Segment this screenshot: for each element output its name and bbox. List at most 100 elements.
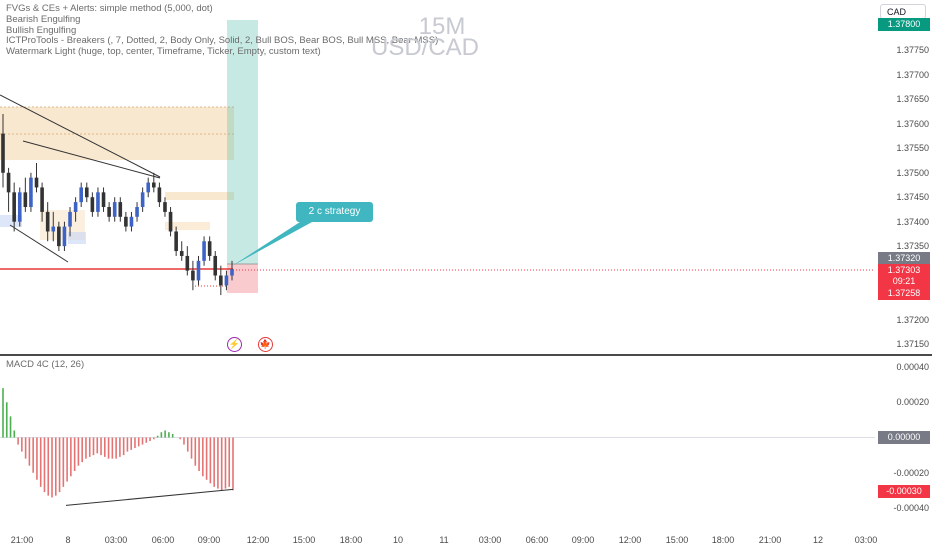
candle-body: [12, 192, 16, 222]
candle-body: [140, 192, 145, 208]
candle: [23, 177, 28, 212]
candle: [1, 114, 5, 188]
price-tick: 1.37600: [896, 118, 929, 129]
price-tick: 1.37200: [896, 314, 929, 325]
candle-body: [230, 269, 234, 276]
macd-canvas[interactable]: [0, 356, 875, 526]
candle-body: [1, 133, 5, 173]
candle-body: [73, 202, 78, 212]
candle: [45, 202, 50, 242]
time-axis[interactable]: 21:00 8 03:00 06:00 09:00 12:00 15:00 18:00 10 11…: [0, 526, 878, 550]
target-zone: [227, 20, 258, 264]
candle: [101, 187, 106, 212]
watermark-symbol: USD/CAD: [370, 34, 480, 61]
fvg-zone: [0, 107, 234, 160]
strategy-callout[interactable]: 2 c strategy: [296, 202, 373, 222]
candle: [191, 260, 195, 291]
candle: [207, 236, 212, 261]
candle: [230, 260, 234, 281]
candle: [185, 246, 190, 276]
candle-body: [29, 177, 33, 208]
macd-title[interactable]: MACD 4C (12, 26): [6, 359, 85, 370]
candle-body: [163, 202, 167, 212]
pane-divider[interactable]: [0, 354, 932, 356]
macd-zero-badge: 0.00000: [878, 431, 930, 444]
trendline: [0, 94, 161, 178]
time-tick: 12:00: [618, 535, 642, 545]
candle: [202, 236, 206, 266]
candle-body: [23, 192, 28, 208]
macd-tick: -0.00040: [893, 503, 929, 513]
macd-tick: 0.00040: [896, 362, 929, 372]
candle-body: [101, 192, 106, 208]
candle: [179, 241, 184, 261]
currency-button[interactable]: CAD: [880, 4, 926, 19]
candle-body: [202, 241, 206, 261]
bullish-zone: [68, 232, 86, 244]
candle: [135, 202, 139, 222]
fvg-zone: [165, 192, 234, 200]
candle-body: [62, 226, 67, 247]
candle: [213, 251, 218, 281]
legend-bearish-engulfing[interactable]: Bearish Engulfing: [6, 13, 81, 25]
macd-tick: 0.00020: [896, 397, 929, 408]
candle-body: [96, 192, 100, 212]
candle-body: [129, 216, 134, 227]
macd-tick: -0.00020: [893, 467, 929, 478]
candle: [12, 182, 16, 232]
candle-body: [34, 177, 39, 188]
fvg-zone: [165, 222, 210, 230]
lightning-icon[interactable]: ⚡: [227, 337, 242, 352]
time-tick: 10: [392, 535, 404, 545]
candle-body: [40, 187, 44, 212]
candle-body: [6, 172, 11, 193]
price-tick: 1.37400: [896, 216, 929, 227]
price-chart-pane[interactable]: [0, 0, 875, 355]
candle-body: [196, 260, 201, 281]
candle-body: [179, 251, 184, 256]
time-tick: 09:00: [571, 535, 595, 545]
candle-body: [174, 231, 178, 252]
time-tick: 09:00: [197, 535, 221, 545]
indicator-legend: FVGs & CEs + Alerts: simple method (5,00…: [6, 3, 439, 58]
candle-body: [135, 207, 139, 217]
candle: [196, 255, 201, 286]
price-tick: 1.37550: [896, 143, 929, 154]
macd-scale[interactable]: 0.00040 0.00020 -0.00020 -0.00040: [875, 356, 932, 526]
candle: [84, 182, 89, 203]
legend-fvg[interactable]: FVGs & CEs + Alerts: simple method (5,00…: [6, 3, 213, 14]
candle: [163, 197, 167, 217]
candle: [157, 182, 162, 208]
time-tick: 03:00: [478, 535, 502, 545]
time-tick: 03:00: [854, 535, 878, 545]
legend-watermark[interactable]: Watermark Light (huge, top, center, Time…: [6, 46, 321, 58]
candle: [68, 207, 72, 237]
candle-body: [152, 182, 156, 188]
candle: [40, 182, 44, 222]
time-tick: 12:00: [246, 535, 270, 545]
time-tick: 8: [65, 535, 71, 545]
candle-body: [90, 197, 95, 212]
candle: [219, 265, 223, 296]
candle: [51, 211, 56, 242]
price-scale[interactable]: 1.37800 1.37750 1.37700 1.37650 1.37600 1.375…: [875, 0, 932, 355]
time-tick: 18:00: [339, 535, 363, 545]
candle-body: [124, 216, 128, 227]
canada-flag-icon[interactable]: 🍁: [258, 337, 273, 352]
trendline: [9, 224, 69, 263]
price-chart-canvas[interactable]: [0, 0, 875, 355]
macd-pane[interactable]: [0, 356, 875, 526]
price-tick: 1.37700: [896, 69, 929, 80]
candle-body: [45, 211, 50, 232]
candle: [224, 270, 229, 291]
time-tick: 15:00: [292, 535, 316, 545]
time-tick: 03:00: [104, 535, 128, 545]
legend-breakers[interactable]: ICTProTools - Breakers (, 7, Dotted, 2, …: [6, 35, 439, 47]
candle-body: [213, 255, 218, 276]
candle-body: [79, 187, 83, 203]
price-tick: 1.37350: [896, 241, 929, 252]
legend-bullish-engulfing[interactable]: Bullish Engulfing: [6, 24, 77, 36]
time-tick: 12: [812, 535, 824, 545]
price-tick: 1.37150: [896, 339, 929, 349]
candle: [90, 192, 95, 217]
